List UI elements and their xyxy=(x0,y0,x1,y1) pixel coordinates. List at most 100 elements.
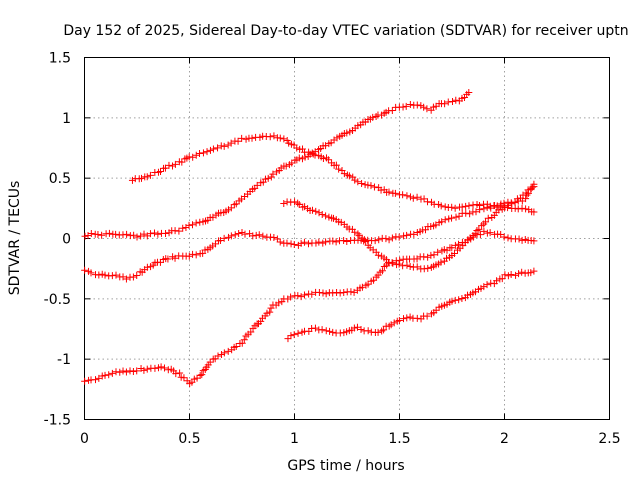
data-point xyxy=(448,244,456,252)
data-point xyxy=(112,271,120,279)
data-point xyxy=(98,231,106,239)
data-point xyxy=(402,102,410,110)
data-point xyxy=(206,358,214,366)
data-point xyxy=(156,258,164,266)
data-point xyxy=(513,195,521,203)
data-point xyxy=(112,230,120,238)
data-point xyxy=(304,240,312,248)
data-point xyxy=(240,336,248,344)
data-point xyxy=(171,160,179,168)
data-point xyxy=(395,260,403,268)
data-point xyxy=(322,238,330,246)
data-point xyxy=(266,133,274,141)
data-point xyxy=(465,88,473,96)
data-point xyxy=(441,216,449,224)
data-point xyxy=(388,106,396,114)
data-point xyxy=(388,234,396,242)
y-tick-label: 1 xyxy=(62,111,71,127)
data-point xyxy=(287,332,295,340)
data-point xyxy=(192,151,200,159)
x-tick-label: 0 xyxy=(80,431,89,447)
data-point xyxy=(484,214,492,222)
data-point xyxy=(249,232,257,240)
series-sat-c xyxy=(81,180,538,283)
data-point xyxy=(247,328,255,336)
data-point xyxy=(322,290,330,298)
data-point xyxy=(424,198,432,206)
data-point xyxy=(214,144,222,152)
data-point xyxy=(530,237,538,245)
data-point xyxy=(151,229,159,237)
data-point xyxy=(315,209,323,217)
data-point xyxy=(294,199,302,207)
data-point xyxy=(242,135,250,143)
data-point xyxy=(451,241,459,249)
data-point xyxy=(280,200,288,208)
data-point xyxy=(198,371,206,379)
data-point xyxy=(472,208,480,216)
data-point xyxy=(458,203,466,211)
data-point xyxy=(308,290,316,298)
data-point xyxy=(220,349,228,357)
data-point xyxy=(267,304,275,312)
data-point xyxy=(231,231,239,239)
data-point xyxy=(216,236,224,244)
data-point xyxy=(443,254,451,262)
data-point xyxy=(116,368,124,376)
data-point xyxy=(454,240,462,248)
data-point xyxy=(406,313,414,321)
data-point xyxy=(332,238,340,246)
data-point xyxy=(374,328,382,336)
data-point xyxy=(476,231,484,239)
data-point xyxy=(322,154,330,162)
data-point xyxy=(209,145,217,153)
data-point xyxy=(294,329,302,337)
data-point xyxy=(196,149,204,157)
data-point xyxy=(157,167,165,175)
data-point xyxy=(387,321,395,329)
series-sat-e xyxy=(280,198,538,273)
data-point xyxy=(253,181,261,189)
data-point xyxy=(406,101,414,109)
data-point xyxy=(437,258,445,266)
data-point xyxy=(312,207,320,215)
data-point xyxy=(403,314,411,322)
data-point xyxy=(81,266,89,274)
data-point xyxy=(390,319,398,327)
data-point xyxy=(324,156,332,164)
data-point xyxy=(252,231,260,239)
data-point xyxy=(434,248,442,256)
data-point xyxy=(257,317,265,325)
data-point xyxy=(241,230,249,238)
data-point xyxy=(290,331,298,339)
data-point xyxy=(343,129,351,137)
data-point xyxy=(340,170,348,178)
data-point xyxy=(203,148,211,156)
data-point xyxy=(358,180,366,188)
data-point xyxy=(358,283,366,291)
data-point xyxy=(101,271,109,279)
data-point xyxy=(406,262,414,270)
data-point xyxy=(518,268,526,276)
data-point xyxy=(126,367,134,375)
data-point xyxy=(269,170,277,178)
data-point xyxy=(362,237,370,245)
data-point xyxy=(462,209,470,217)
data-point xyxy=(462,202,470,210)
data-point xyxy=(378,267,386,275)
data-point xyxy=(140,366,148,374)
data-point xyxy=(151,364,159,372)
data-point xyxy=(137,174,145,182)
data-point xyxy=(420,253,428,261)
data-point xyxy=(448,297,456,305)
data-point xyxy=(227,204,235,212)
data-point xyxy=(438,218,446,226)
data-point xyxy=(515,270,523,278)
data-point xyxy=(95,271,103,279)
data-point xyxy=(220,234,228,242)
data-point xyxy=(301,153,309,161)
data-point xyxy=(162,229,170,237)
data-point xyxy=(427,251,435,259)
data-point xyxy=(143,365,151,373)
series-sat-b xyxy=(81,88,473,241)
